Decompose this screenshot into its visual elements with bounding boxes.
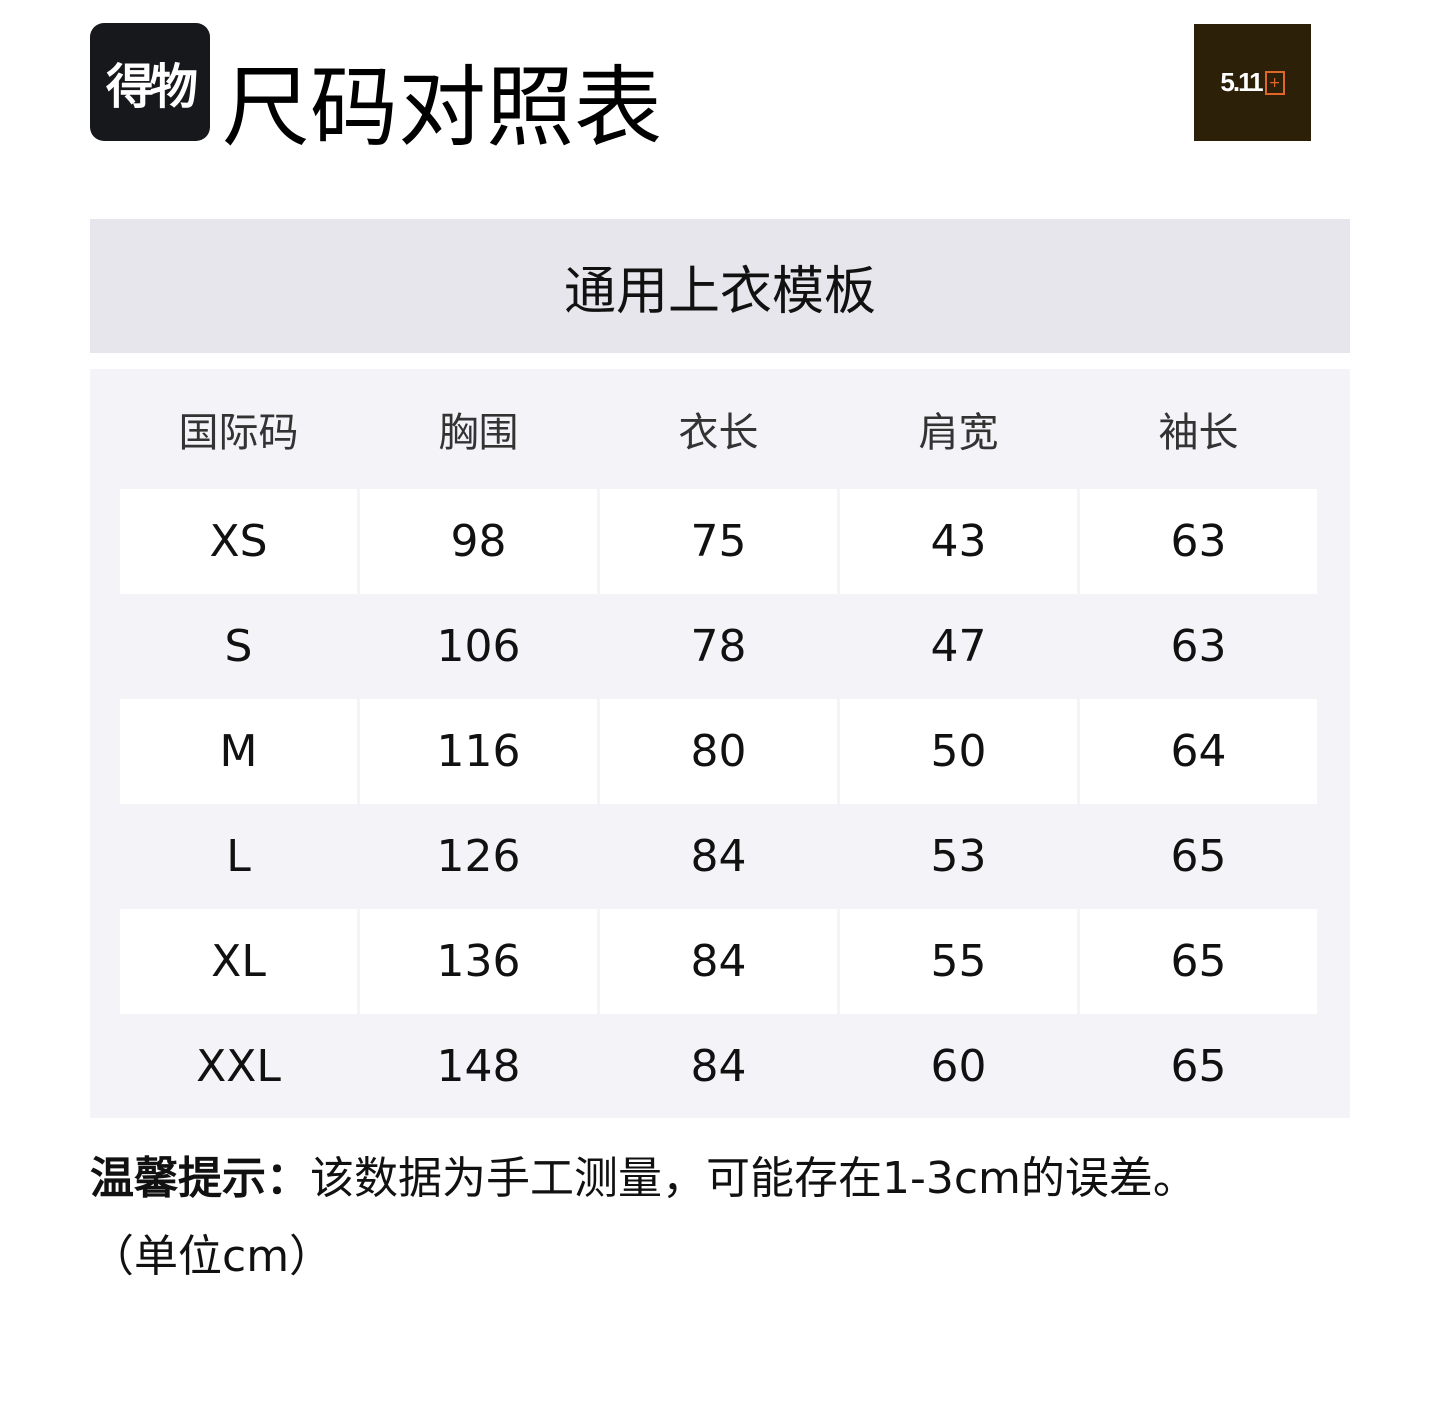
table-cell: 43 bbox=[840, 489, 1077, 594]
table-cell: 98 bbox=[360, 489, 597, 594]
column-header: 肩宽 bbox=[918, 410, 999, 456]
table-cell: 80 bbox=[600, 699, 837, 804]
table-row: L 126 84 53 65 bbox=[120, 804, 1320, 909]
table-cell: 55 bbox=[840, 909, 1077, 1014]
logo-text: 得物 bbox=[105, 59, 198, 115]
note-label: 温馨提示： bbox=[90, 1153, 310, 1204]
table-cell: 64 bbox=[1080, 699, 1317, 804]
column-header: 袖长 bbox=[1158, 410, 1239, 456]
note: 温馨提示：该数据为手工测量，可能存在1-3cm的误差。 （单位cm） bbox=[90, 1140, 1390, 1296]
table-cell: 84 bbox=[600, 909, 837, 1014]
table-row: XL 136 84 55 65 bbox=[120, 909, 1320, 1014]
column-header: 胸围 bbox=[438, 410, 519, 456]
table-cell: 65 bbox=[1170, 1041, 1227, 1092]
table-cell: M bbox=[120, 699, 357, 804]
table-row: S 106 78 47 63 bbox=[120, 594, 1320, 699]
table-cell: 53 bbox=[930, 831, 987, 882]
table-cell: 78 bbox=[690, 621, 747, 672]
table-row: XS 98 75 43 63 bbox=[120, 489, 1320, 594]
dewu-logo: 得物 bbox=[90, 23, 210, 141]
table-cell: 84 bbox=[690, 1041, 747, 1092]
table-cell: 47 bbox=[930, 621, 987, 672]
note-unit: （单位cm） bbox=[90, 1231, 334, 1282]
table-cell: 116 bbox=[360, 699, 597, 804]
table-cell: 84 bbox=[690, 831, 747, 882]
table-cell: 50 bbox=[840, 699, 1077, 804]
table-cell: 148 bbox=[436, 1041, 521, 1092]
table-cell: L bbox=[226, 831, 251, 882]
table-row: M 116 80 50 64 bbox=[120, 699, 1320, 804]
table-cell: 63 bbox=[1170, 621, 1227, 672]
table-cell: XS bbox=[120, 489, 357, 594]
table-cell: 136 bbox=[360, 909, 597, 1014]
table-cell: 65 bbox=[1080, 909, 1317, 1014]
table-cell: S bbox=[224, 621, 253, 672]
page-title: 尺码对照表 bbox=[222, 56, 663, 159]
brand-logo: 5.11 + bbox=[1194, 24, 1311, 141]
table-cell: XXL bbox=[196, 1041, 281, 1092]
note-text: 该数据为手工测量，可能存在1-3cm的误差。 bbox=[310, 1153, 1197, 1204]
size-table: 国际码 胸围 衣长 肩宽 袖长 XS 98 75 43 63 S 106 78 47 63 M 116 80 50… bbox=[90, 369, 1350, 1118]
table-row: XXL 148 84 60 65 bbox=[120, 1014, 1320, 1119]
table-cell: 106 bbox=[436, 621, 521, 672]
brand-square-icon: + bbox=[1264, 70, 1285, 95]
table-cell: 60 bbox=[930, 1041, 987, 1092]
table-cell: 65 bbox=[1170, 831, 1227, 882]
brand-logo-text: 5.11 bbox=[1220, 67, 1263, 97]
column-header: 国际码 bbox=[178, 410, 299, 456]
table-header-row: 国际码 胸围 衣长 肩宽 袖长 bbox=[120, 369, 1320, 489]
column-header: 衣长 bbox=[678, 410, 759, 456]
table-caption: 通用上衣模板 bbox=[90, 219, 1350, 353]
table-cell: XL bbox=[120, 909, 357, 1014]
table-cell: 75 bbox=[600, 489, 837, 594]
table-cell: 63 bbox=[1080, 489, 1317, 594]
table-cell: 126 bbox=[436, 831, 521, 882]
